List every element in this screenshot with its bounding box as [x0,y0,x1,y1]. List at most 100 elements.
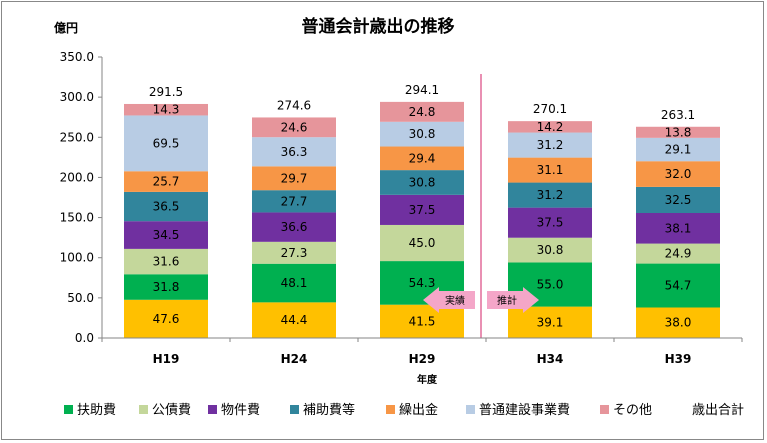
x-axis: H19 H24 H29 H34 H39 [101,337,743,366]
x-tick-label: H29 [409,352,436,366]
legend-swatch [600,405,609,414]
bar-segment [380,101,464,122]
data-label: 30.8 [409,127,436,141]
data-label: 69.5 [153,136,180,150]
data-label: 36.3 [281,145,308,159]
y-tick-label: 300.0 [60,90,94,104]
bar-segment [252,166,336,191]
bar-segment [124,248,208,275]
y-axis: 0.0 50.0 100.0 150.0 200.0 250.0 300.0 350.0 [60,50,103,345]
annotations-group: 実績 推計 [423,74,539,338]
bar-segment [124,221,208,249]
x-tick-label: H19 [153,352,180,366]
data-label: 29.7 [281,171,308,185]
legend-swatch [64,405,73,414]
data-label: 36.5 [153,200,180,214]
bar-segment [636,307,720,338]
total-label: 294.1 [405,83,439,97]
unit-label: 億円 [54,20,78,35]
data-label: 24.9 [665,247,692,261]
bar-segment [124,191,208,222]
total-label: 291.5 [149,85,183,99]
data-label: 36.6 [281,220,308,234]
bar-segment [636,243,720,264]
bar-segment [380,146,464,171]
data-label: 48.1 [281,276,308,290]
y-tick-label: 200.0 [60,170,94,184]
legend-label: 歳出合計 [692,402,744,418]
total-label: 263.1 [661,108,695,122]
bar-segment [252,137,336,167]
bar-segment [252,212,336,242]
data-label: 24.8 [409,105,436,119]
legend-label: 公債費 [152,403,191,418]
bar-segment [380,121,464,147]
forecast-arrow [487,287,539,313]
x-axis-title: 年度 [417,373,438,386]
data-label: 55.0 [537,278,564,292]
bar-segment [252,302,336,338]
legend-label: 物件費 [221,403,260,418]
legend-swatch [386,405,395,414]
bars-group: 47.6 31.8 31.6 34.5 36.5 25.7 69.5 14.3 291.5 44.… [124,83,720,338]
data-label: 54.3 [409,276,436,290]
data-label: 32.0 [665,167,692,181]
x-tick-label: H39 [665,352,692,366]
bar-segment [508,207,592,238]
bar-segment [380,224,464,262]
data-label: 27.7 [281,194,308,208]
bar-segment [124,171,208,192]
bar-segment [252,117,336,138]
bar-segment [636,263,720,308]
legend-swatch [466,405,475,414]
bar-segment [380,304,464,338]
y-tick-label: 100.0 [60,251,94,265]
bar-segment [124,274,208,300]
bar-segment [508,157,592,183]
data-label: 29.1 [665,143,692,157]
data-label: 37.5 [537,216,564,230]
bar-segment [508,306,592,338]
data-label: 31.2 [537,138,564,152]
total-label: 270.1 [533,102,567,116]
legend-swatch [139,405,148,414]
bar-segment [380,194,464,225]
data-label: 27.3 [281,246,308,260]
x-tick-label: H34 [537,352,564,366]
bar-segment [124,115,208,172]
data-label: 45.0 [409,236,436,250]
data-label: 29.4 [409,151,436,165]
data-label: 31.6 [153,255,180,269]
bar-segment [636,161,720,187]
legend-label: 繰出金 [399,402,438,418]
data-label: 54.7 [665,279,692,293]
bar-segment [124,103,208,116]
data-label: 30.8 [537,243,564,257]
chart-title: 普通会計歳出の推移 [302,16,455,37]
y-tick-label: 150.0 [60,211,94,225]
actual-arrow-label: 実績 [445,294,465,307]
data-label: 34.5 [153,228,180,242]
data-label: 31.1 [537,163,564,177]
bar-segment [508,182,592,208]
forecast-arrow-label: 推計 [497,294,517,307]
data-label: 37.5 [409,203,436,217]
data-label: 24.6 [281,120,308,134]
y-tick-label: 0.0 [75,331,94,345]
legend-swatch [290,405,299,414]
legend-label: その他 [613,403,652,418]
data-label: 41.5 [409,314,436,328]
legend: 扶助費 公債費 物件費 補助費等 繰出金 普通建設事業費 その他 歳出合計 [64,402,744,418]
bar-segment [252,263,336,303]
actual-arrow [423,287,475,313]
legend-label: 普通建設事業費 [479,402,570,418]
legend-label: 扶助費 [77,403,116,418]
data-label: 30.8 [409,175,436,189]
bar-segment [636,126,720,138]
y-tick-label: 350.0 [60,50,94,64]
total-label: 274.6 [277,99,311,113]
bar-segment [252,241,336,264]
data-label: 14.3 [153,103,180,117]
y-tick-label: 250.0 [60,130,94,144]
